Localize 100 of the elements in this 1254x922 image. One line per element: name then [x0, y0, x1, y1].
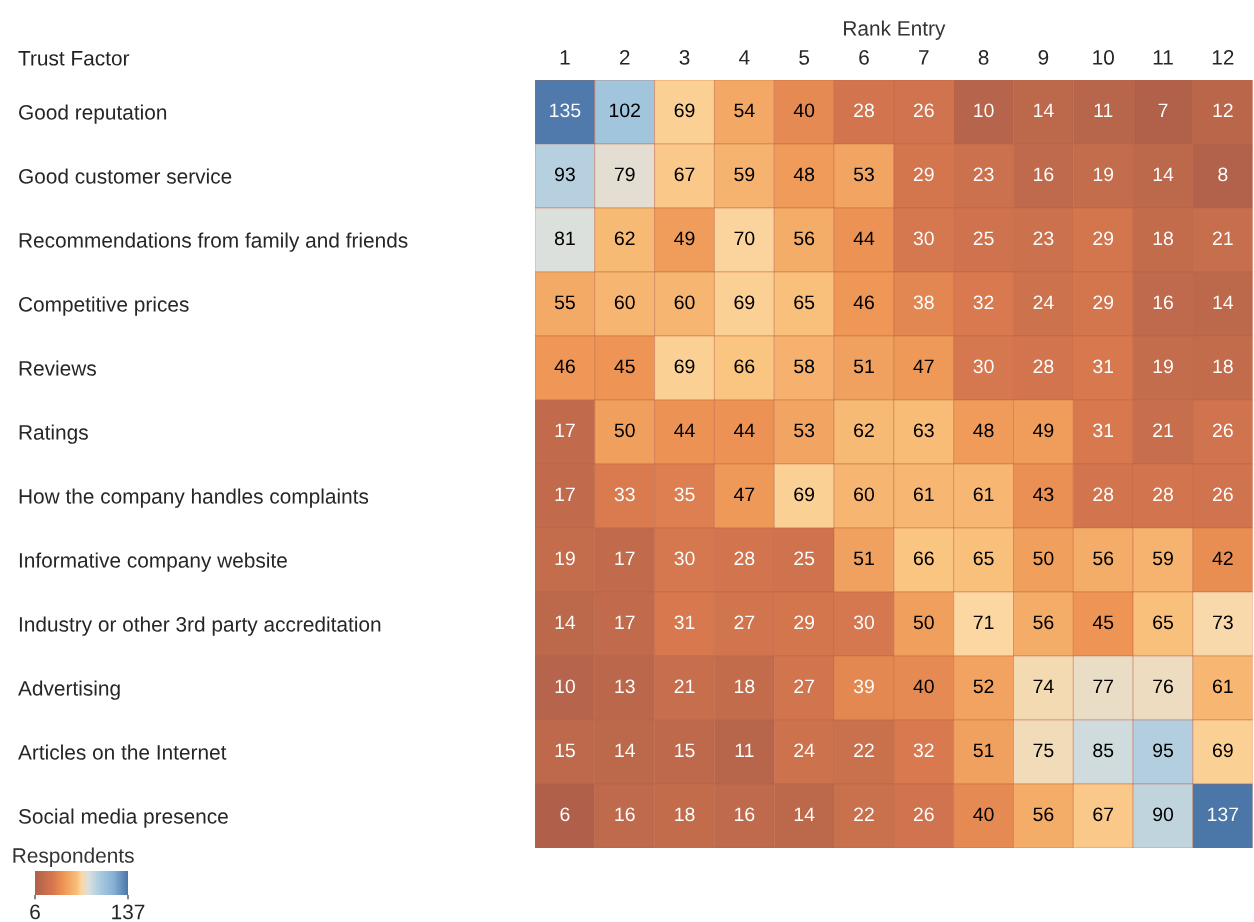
data-label: 22: [854, 807, 874, 822]
y-tick-label: Articles on the Internet: [18, 744, 227, 760]
data-label: 81: [554, 231, 575, 246]
y-tick-label: Industry or other 3rd party accreditation: [19, 616, 381, 636]
data-label: 30: [913, 231, 934, 246]
data-label: 26: [913, 103, 934, 118]
data-label: 21: [674, 679, 695, 694]
data-label: 44: [674, 423, 695, 438]
data-label: 50: [913, 615, 934, 630]
data-label: 46: [853, 295, 874, 310]
data-label: 27: [734, 615, 755, 630]
data-label: 8: [1218, 167, 1228, 182]
data-label: 95: [1153, 743, 1174, 758]
x-tick-label: 6: [859, 50, 869, 65]
x-tick-label: 7: [919, 50, 929, 65]
data-label: 32: [973, 295, 994, 310]
data-label: 33: [614, 487, 635, 502]
data-label: 31: [674, 615, 695, 630]
data-label: 59: [1152, 551, 1173, 566]
data-label: 24: [1033, 295, 1054, 310]
data-label: 56: [1033, 807, 1054, 822]
data-label: 12: [1213, 103, 1233, 118]
data-label: 39: [853, 679, 874, 694]
data-label: 24: [794, 743, 815, 758]
data-label: 60: [614, 295, 635, 310]
data-label: 65: [794, 295, 815, 310]
data-label: 60: [674, 295, 695, 310]
data-label: 30: [973, 359, 994, 374]
data-label: 35: [674, 487, 695, 502]
data-label: 6: [560, 807, 570, 822]
data-label: 23: [1033, 231, 1054, 246]
data-label: 58: [794, 359, 815, 374]
data-label: 31: [1093, 423, 1114, 438]
data-label: 10: [555, 679, 575, 694]
data-label: 28: [734, 551, 755, 566]
x-tick-label: 8: [978, 50, 989, 65]
x-tick-label: 9: [1038, 50, 1049, 65]
y-tick-label: Recommendations from family and friends: [19, 232, 408, 252]
data-label: 22: [854, 743, 874, 758]
data-label: 47: [733, 487, 755, 502]
data-label: 18: [675, 807, 695, 822]
data-label: 17: [555, 423, 575, 438]
data-label: 44: [733, 423, 755, 438]
y-tick-label: Good customer service: [19, 168, 232, 184]
data-label: 25: [794, 551, 815, 566]
data-label: 137: [1208, 807, 1239, 822]
data-label: 32: [913, 743, 934, 758]
data-label: 26: [913, 807, 934, 822]
data-label: 90: [1153, 807, 1174, 822]
data-label: 102: [609, 103, 640, 118]
data-label: 48: [793, 167, 815, 182]
data-label: 85: [1093, 743, 1114, 758]
data-label: 46: [554, 359, 575, 374]
data-label: 76: [1153, 679, 1173, 694]
x-axis-title: Rank Entry: [844, 20, 946, 40]
data-label: 61: [973, 487, 994, 502]
x-tick-label: 11: [1153, 50, 1173, 65]
data-label: 69: [734, 295, 755, 310]
data-label: 11: [1094, 103, 1113, 118]
data-label: 67: [1093, 807, 1114, 822]
x-tick-label: 2: [619, 50, 630, 65]
data-label: 29: [1093, 231, 1114, 246]
x-tick-label: 10: [1093, 50, 1114, 65]
data-label: 16: [1153, 295, 1173, 310]
y-axis-title: Trust Factor: [18, 51, 130, 66]
data-label: 79: [614, 167, 635, 182]
data-label: 47: [913, 359, 934, 374]
data-label: 42: [1212, 551, 1233, 566]
data-label: 23: [973, 167, 994, 182]
data-label: 56: [1093, 551, 1114, 566]
data-label: 135: [550, 103, 581, 118]
data-label: 69: [1213, 743, 1233, 758]
data-label: 18: [735, 679, 755, 694]
data-label: 14: [794, 807, 815, 822]
data-label: 69: [674, 359, 695, 374]
data-label: 14: [1153, 167, 1174, 182]
data-label: 55: [554, 295, 575, 310]
data-label: 17: [555, 487, 575, 502]
data-label: 30: [853, 615, 875, 630]
y-tick-label: Informative company website: [19, 552, 287, 572]
data-label: 15: [555, 743, 575, 758]
data-label: 53: [794, 423, 815, 438]
x-tick-label: 4: [739, 50, 750, 65]
color-bar-label: 6: [30, 904, 40, 920]
data-label: 74: [1033, 679, 1054, 694]
data-label: 29: [794, 615, 815, 630]
data-label: 15: [675, 743, 695, 758]
data-label: 51: [973, 743, 994, 758]
data-label: 49: [1033, 423, 1054, 438]
data-label: 63: [913, 423, 934, 438]
data-label: 40: [793, 103, 815, 118]
data-label: 17: [615, 551, 635, 566]
data-label: 93: [555, 167, 575, 182]
data-label: 69: [674, 103, 695, 118]
data-label: 66: [734, 359, 755, 374]
data-label: 70: [734, 231, 755, 246]
data-label: 26: [1213, 423, 1233, 438]
data-label: 26: [1213, 487, 1233, 502]
x-tick-label: 1: [560, 50, 570, 65]
data-label: 14: [1034, 103, 1054, 118]
